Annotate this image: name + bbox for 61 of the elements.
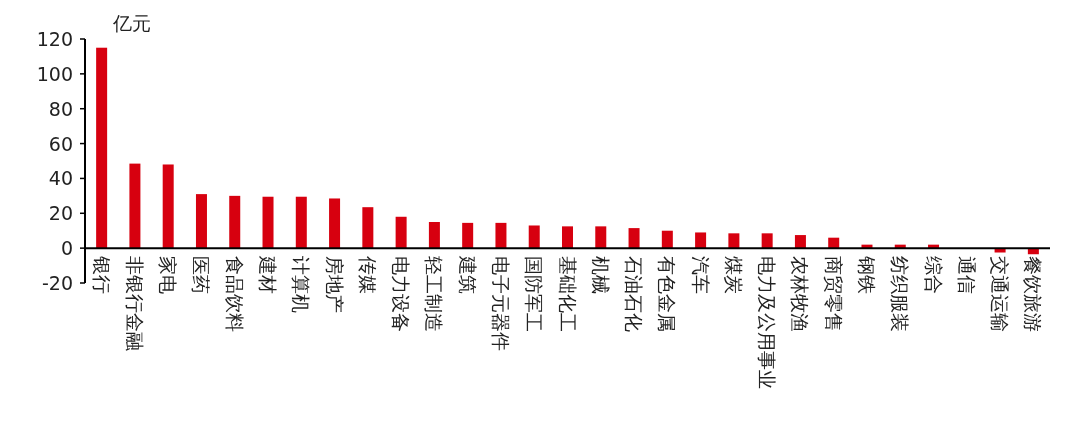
bar (595, 226, 607, 249)
y-tick-label: 60 (48, 132, 73, 155)
x-tick-label: 煤炭 (722, 256, 745, 295)
bar (528, 225, 540, 249)
x-tick-label: 通信 (955, 256, 978, 295)
x-tick-label: 传媒 (356, 256, 379, 295)
bar (395, 216, 407, 249)
x-tick-label: 交通运输 (989, 256, 1012, 333)
y-tick-label: 100 (36, 62, 73, 85)
bar (728, 233, 740, 249)
x-tick-label: 基础化工 (556, 256, 579, 333)
bar (96, 47, 108, 249)
y-tick-label: 20 (48, 202, 73, 225)
y-tick-label: -20 (41, 272, 73, 294)
x-tick-label: 房地产 (323, 256, 346, 314)
bar (628, 228, 640, 249)
x-tick-label: 餐饮旅游 (1022, 256, 1045, 333)
x-tick-label: 汽车 (689, 256, 712, 295)
x-tick-label: 非银行金融 (123, 256, 146, 352)
x-tick-label: 农林牧渔 (789, 256, 812, 333)
y-tick-label: 0 (60, 237, 73, 260)
bar (295, 196, 307, 249)
bar (495, 222, 507, 249)
x-tick-label: 电力设备 (390, 256, 413, 333)
x-tick-label: 商贸零售 (822, 256, 845, 333)
x-tick-label: 建材 (257, 255, 280, 295)
bar (262, 196, 274, 249)
bar (229, 195, 241, 249)
x-tick-label: 钢铁 (855, 255, 878, 295)
x-tick-label: 国防军工 (523, 256, 546, 333)
x-tick-label: 计算机 (290, 256, 313, 314)
bar (162, 164, 174, 249)
bar (794, 235, 806, 249)
y-axis-title: 亿元 (112, 12, 151, 34)
x-tick-label: 电子元器件 (489, 256, 512, 352)
bar (362, 207, 374, 249)
x-tick-label: 有色金属 (656, 256, 679, 333)
x-tick-label: 电力及公用事业 (756, 256, 779, 390)
x-tick-label: 纺织服装 (889, 256, 912, 333)
bar (195, 194, 207, 249)
x-tick-label: 家电 (157, 256, 180, 295)
bar (661, 230, 673, 249)
x-tick-label: 轻工制造 (423, 256, 446, 333)
x-tick-label: 综合 (922, 256, 945, 295)
bar (462, 222, 474, 249)
bar (994, 248, 1006, 253)
bar (761, 233, 773, 249)
x-tick-label: 石油石化 (623, 256, 646, 333)
y-tick-label: 40 (48, 167, 73, 190)
bar (329, 198, 341, 249)
y-tick-label: 80 (48, 97, 73, 120)
bar (129, 163, 141, 249)
bar (562, 226, 573, 249)
bar (428, 222, 440, 249)
x-tick-label: 机械 (589, 256, 612, 295)
x-tick-label: 建筑 (456, 255, 479, 295)
x-tick-label: 医药 (190, 256, 213, 295)
x-tick-label: 食品饮料 (223, 256, 246, 333)
bar (695, 232, 707, 249)
y-tick-label: 120 (36, 28, 73, 50)
x-tick-label: 银行 (90, 255, 113, 295)
